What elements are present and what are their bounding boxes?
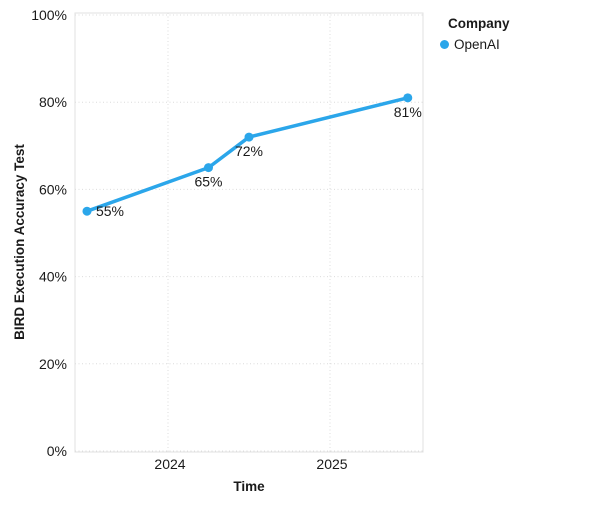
data-point-label: 72% — [235, 143, 263, 159]
data-point — [403, 93, 413, 103]
y-tick-label: 100% — [31, 7, 67, 23]
legend-title: Company — [448, 16, 510, 31]
x-tick-label: 2024 — [154, 456, 185, 472]
x-axis-title: Time — [233, 479, 265, 494]
legend-item-label: OpenAI — [454, 37, 500, 52]
plot-border — [74, 12, 424, 453]
y-tick-label: 20% — [39, 356, 67, 372]
y-tick-label: 60% — [39, 181, 67, 197]
data-point — [82, 206, 92, 216]
legend-item-openai[interactable]: OpenAI — [440, 36, 500, 53]
y-axis-title: BIRD Execution Accuracy Test — [12, 144, 27, 340]
x-tick-label: 2025 — [316, 456, 347, 472]
data-point-label: 55% — [96, 203, 124, 219]
data-point — [244, 132, 254, 142]
data-point-label: 65% — [194, 174, 222, 190]
y-tick-label: 80% — [39, 94, 67, 110]
y-tick-label: 40% — [39, 269, 67, 285]
data-point-label: 81% — [394, 104, 422, 120]
data-point — [203, 163, 213, 173]
series-line-openai — [85, 96, 410, 213]
y-tick-label: 0% — [47, 443, 67, 459]
legend-swatch-icon — [440, 40, 449, 49]
